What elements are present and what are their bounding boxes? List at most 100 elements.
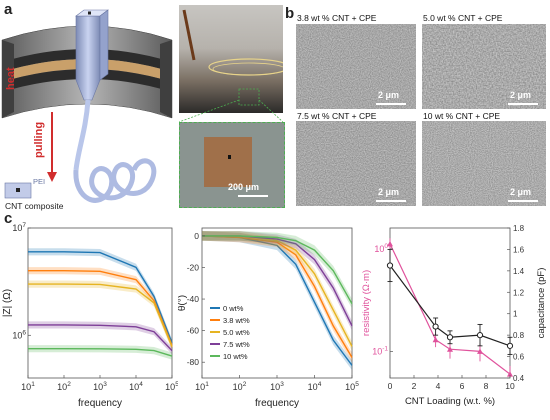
error-band — [202, 231, 352, 352]
sem-title-10: 10 wt % CNT + CPE — [423, 111, 501, 121]
sem-title-5-0: 5.0 wt % CNT + CPE — [423, 13, 503, 23]
x-tick-label: 101 — [21, 381, 35, 392]
x-tick-label: 2 — [412, 381, 417, 391]
x-tick-label: 101 — [195, 381, 209, 392]
x-tick-label: 6 — [460, 381, 465, 391]
resistivity-point — [477, 348, 483, 354]
fiber-drawing-schematic: heat pulling PEI CNT composite — [1, 9, 173, 211]
capacitance-point — [386, 262, 394, 269]
legend-entry: 3.8 wt% — [223, 316, 250, 325]
x-tick-label: 0 — [388, 381, 393, 391]
sem-scalebar-label: 2 μm — [378, 90, 400, 100]
x-tick-label: 10 — [505, 381, 515, 391]
y-right-tick-label: 1.4 — [513, 267, 525, 276]
y-tick-label: -20 — [187, 262, 200, 272]
error-band — [28, 321, 172, 355]
y-axis-label: θ(°) — [178, 295, 188, 311]
y-left-tick-label: 10-1 — [372, 345, 388, 356]
pulling-arrow — [47, 112, 57, 182]
y-tick-label: 107 — [12, 222, 26, 233]
y-right-axis-label: capacitance (pF) — [536, 268, 547, 339]
x-tick-label: 105 — [165, 381, 178, 392]
y-right-tick-label: 1.2 — [513, 288, 525, 297]
x-tick-label: 102 — [57, 381, 71, 392]
zoom-lines — [179, 100, 283, 122]
legend-entry: 5.0 wt% — [223, 328, 250, 337]
capacitance-point — [506, 342, 514, 349]
series-line — [28, 348, 173, 357]
error-band — [28, 267, 172, 350]
sem-title-3-8: 3.8 wt % CNT + CPE — [297, 13, 377, 23]
capacitance-point — [476, 332, 484, 339]
y-tick-label: -60 — [187, 326, 200, 336]
x-tick-label: 103 — [270, 381, 284, 392]
sem-image-5-0: 2 μm — [422, 24, 546, 109]
fiber-spool-photo — [179, 5, 283, 113]
y-left-tick-label: 100 — [374, 243, 388, 254]
y-tick-label: -80 — [187, 357, 200, 367]
series-line — [28, 283, 173, 348]
y-right-tick-label: 1 — [513, 310, 518, 319]
sem-scalebar-label: 2 μm — [510, 90, 532, 100]
capacitance-point — [432, 323, 439, 330]
sem-image-7-5: 2 μm — [296, 121, 416, 206]
resistivity-point — [507, 371, 513, 377]
panel-letter-c: c — [4, 210, 13, 227]
resistivity-point — [387, 240, 393, 247]
impedance-magnitude-chart: 101 102 103 104 105 106 107 frequency |Z| (Ω) — [2, 222, 178, 409]
error-band — [202, 231, 352, 331]
preform — [75, 9, 109, 101]
legend-entry: 10 wt% — [223, 352, 248, 361]
photo-scalebar — [238, 195, 268, 197]
y-right-tick-label: 1.6 — [513, 245, 525, 254]
x-tick-label: 102 — [233, 381, 247, 392]
cnt-composite-label: CNT composite — [5, 201, 64, 211]
resistivity-point — [447, 346, 453, 352]
x-tick-label: 105 — [345, 381, 359, 392]
resistivity-capacitance-chart: 0 2 4 6 8 10 100 10-1 1.8 1.6 1.4 1.2 1 0.8 0.6 0.4 CNT … — [361, 224, 547, 407]
cnt-core — [16, 188, 20, 192]
legend-entry: 7.5 wt% — [223, 340, 250, 349]
x-axis-label: frequency — [255, 398, 299, 409]
phase-angle-chart: 101 102 103 104 105 0 -20 -40 -60 -80 0 wt% 3.8 wt%… — [178, 227, 359, 409]
x-tick-label: 103 — [93, 381, 107, 392]
y-right-tick-label: 0.6 — [513, 353, 525, 362]
sem-texture — [296, 24, 416, 109]
panel-letter-a: a — [4, 1, 13, 18]
y-axis-label: |Z| (Ω) — [2, 289, 13, 317]
error-band — [28, 345, 172, 360]
y-tick-label: 106 — [12, 329, 26, 340]
photo-scalebar-label: 200 μm — [228, 182, 260, 192]
series-line — [28, 269, 173, 346]
sem-image-10: 2 μm — [422, 121, 546, 206]
series-line — [28, 251, 173, 344]
series-line — [202, 235, 353, 305]
x-tick-label: 104 — [308, 381, 322, 392]
y-left-axis-label: resistivity (Ω·m) — [361, 270, 372, 336]
series-line — [201, 235, 353, 358]
error-band — [28, 280, 172, 351]
pei-label: PEI — [33, 177, 45, 186]
legend-entry: 0 wt% — [223, 304, 244, 313]
x-tick-label: 104 — [129, 381, 143, 392]
series-line — [28, 324, 173, 352]
resistivity-point — [432, 336, 439, 343]
fiber-coil — [73, 158, 157, 203]
x-axis-label: CNT Loading (w.t. %) — [405, 396, 495, 407]
sem-scalebar-label: 2 μm — [510, 187, 532, 197]
y-tick-label: -40 — [187, 294, 200, 304]
heat-label: heat — [5, 67, 17, 90]
fiber-cross-section-photo: 200 μm — [179, 122, 285, 208]
panel-letter-b: b — [285, 5, 295, 22]
fiber — [73, 99, 91, 171]
sem-image-3-8: 2 μm — [296, 24, 416, 109]
y-right-tick-label: 0.8 — [513, 331, 525, 340]
x-tick-label: 8 — [484, 381, 489, 391]
pulling-label: pulling — [33, 122, 45, 158]
sem-scalebar-label: 2 μm — [378, 187, 400, 197]
y-tick-label: 0 — [194, 231, 199, 241]
x-axis-label: frequency — [78, 398, 122, 409]
sem-title-7-5: 7.5 wt % CNT + CPE — [297, 111, 377, 121]
y-right-tick-label: 1.8 — [513, 224, 525, 233]
y-right-tick-label: 0.4 — [513, 374, 525, 383]
